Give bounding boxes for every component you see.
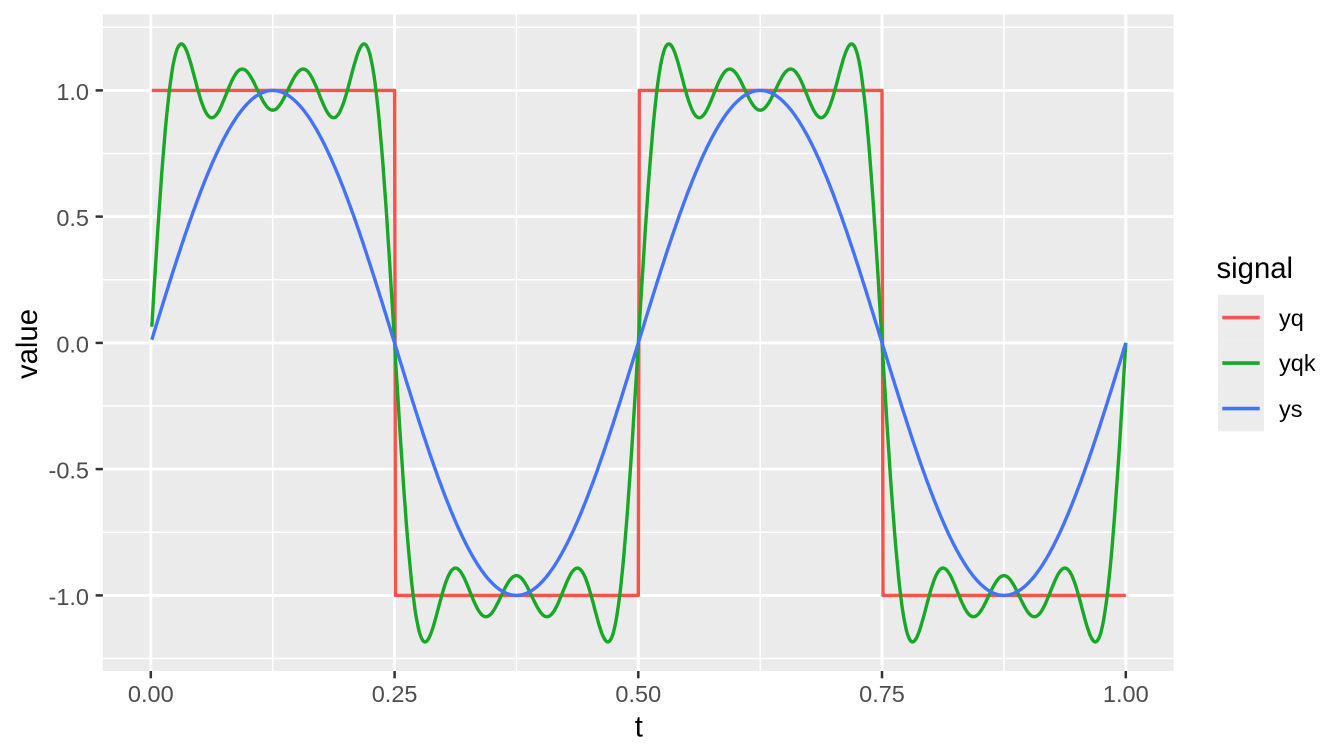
svg-text:1.0: 1.0 xyxy=(56,79,89,105)
svg-text:yq: yq xyxy=(1279,305,1304,331)
svg-text:1.00: 1.00 xyxy=(1103,681,1149,707)
svg-text:yqk: yqk xyxy=(1279,350,1316,376)
svg-text:value: value xyxy=(11,309,44,379)
svg-text:0.0: 0.0 xyxy=(56,331,89,357)
svg-text:-0.5: -0.5 xyxy=(49,458,90,484)
svg-text:0.25: 0.25 xyxy=(372,681,418,707)
svg-text:signal: signal xyxy=(1217,252,1294,285)
svg-text:-1.0: -1.0 xyxy=(49,584,90,610)
svg-text:0.5: 0.5 xyxy=(56,205,89,231)
svg-text:ys: ys xyxy=(1279,396,1303,422)
svg-text:0.50: 0.50 xyxy=(615,681,661,707)
svg-text:0.00: 0.00 xyxy=(128,681,174,707)
svg-text:t: t xyxy=(635,711,643,744)
svg-text:0.75: 0.75 xyxy=(859,681,905,707)
